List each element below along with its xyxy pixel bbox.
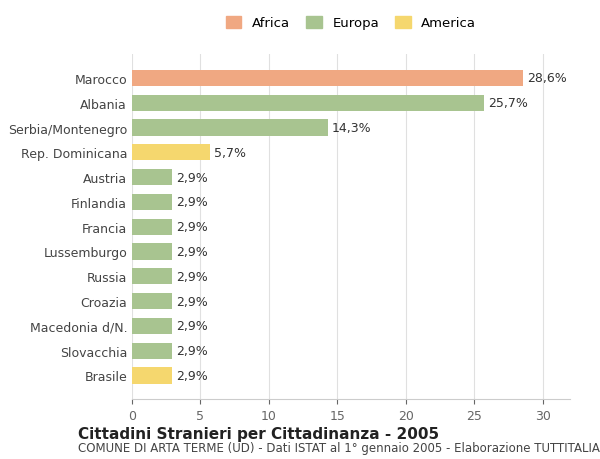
Bar	[132, 170, 172, 186]
Bar	[132, 368, 172, 384]
Bar	[132, 244, 172, 260]
Text: 2,9%: 2,9%	[176, 319, 208, 333]
Text: 2,9%: 2,9%	[176, 246, 208, 258]
Text: 2,9%: 2,9%	[176, 344, 208, 358]
Bar	[132, 120, 328, 136]
Bar	[132, 95, 484, 112]
Text: 2,9%: 2,9%	[176, 270, 208, 283]
Text: 5,7%: 5,7%	[214, 146, 246, 159]
Text: 2,9%: 2,9%	[176, 196, 208, 209]
Text: 28,6%: 28,6%	[527, 72, 568, 85]
Bar	[132, 343, 172, 359]
Bar	[132, 71, 523, 87]
Text: COMUNE DI ARTA TERME (UD) - Dati ISTAT al 1° gennaio 2005 - Elaborazione TUTTITA: COMUNE DI ARTA TERME (UD) - Dati ISTAT a…	[78, 442, 600, 454]
Legend: Africa, Europa, America: Africa, Europa, America	[226, 17, 476, 30]
Text: 25,7%: 25,7%	[488, 97, 528, 110]
Text: 2,9%: 2,9%	[176, 171, 208, 184]
Bar	[132, 293, 172, 309]
Text: Cittadini Stranieri per Cittadinanza - 2005: Cittadini Stranieri per Cittadinanza - 2…	[78, 425, 439, 441]
Text: 2,9%: 2,9%	[176, 221, 208, 234]
Bar	[132, 219, 172, 235]
Bar	[132, 145, 210, 161]
Bar	[132, 318, 172, 334]
Bar	[132, 269, 172, 285]
Text: 2,9%: 2,9%	[176, 295, 208, 308]
Text: 14,3%: 14,3%	[332, 122, 371, 135]
Bar	[132, 195, 172, 211]
Text: 2,9%: 2,9%	[176, 369, 208, 382]
